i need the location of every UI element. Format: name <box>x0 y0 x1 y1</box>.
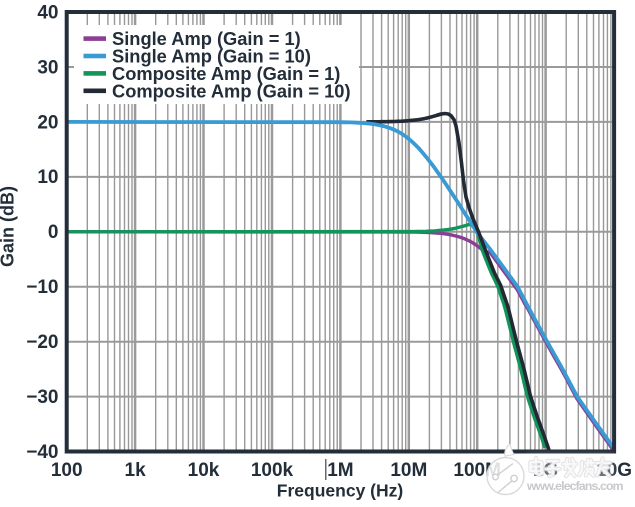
svg-text:www.elecfans.com: www.elecfans.com <box>526 479 624 493</box>
svg-text:0: 0 <box>48 222 59 243</box>
svg-text:Single Amp (Gain = 10): Single Amp (Gain = 10) <box>112 46 311 67</box>
svg-text:Frequency (Hz): Frequency (Hz) <box>277 481 403 501</box>
svg-text:10M: 10M <box>390 460 427 481</box>
svg-text:Composite Amp (Gain = 1): Composite Amp (Gain = 1) <box>112 63 340 84</box>
svg-text:−40: −40 <box>26 442 58 463</box>
svg-text:1k: 1k <box>125 460 147 481</box>
svg-text:100k: 100k <box>251 460 294 481</box>
svg-text:30: 30 <box>37 57 58 78</box>
svg-text:10: 10 <box>37 167 58 188</box>
svg-text:40: 40 <box>37 3 58 24</box>
svg-text:Single Amp (Gain = 1): Single Amp (Gain = 1) <box>112 28 301 49</box>
svg-text:20: 20 <box>37 112 58 133</box>
svg-text:−30: −30 <box>26 387 58 408</box>
svg-text:10k: 10k <box>188 460 220 481</box>
svg-text:1M: 1M <box>327 460 353 481</box>
svg-text:Composite Amp (Gain = 10): Composite Amp (Gain = 10) <box>112 80 351 101</box>
svg-text:−20: −20 <box>26 332 58 353</box>
svg-text:Gain (dB): Gain (dB) <box>0 186 18 267</box>
svg-text:100: 100 <box>51 460 83 481</box>
svg-text:−10: −10 <box>26 277 58 298</box>
